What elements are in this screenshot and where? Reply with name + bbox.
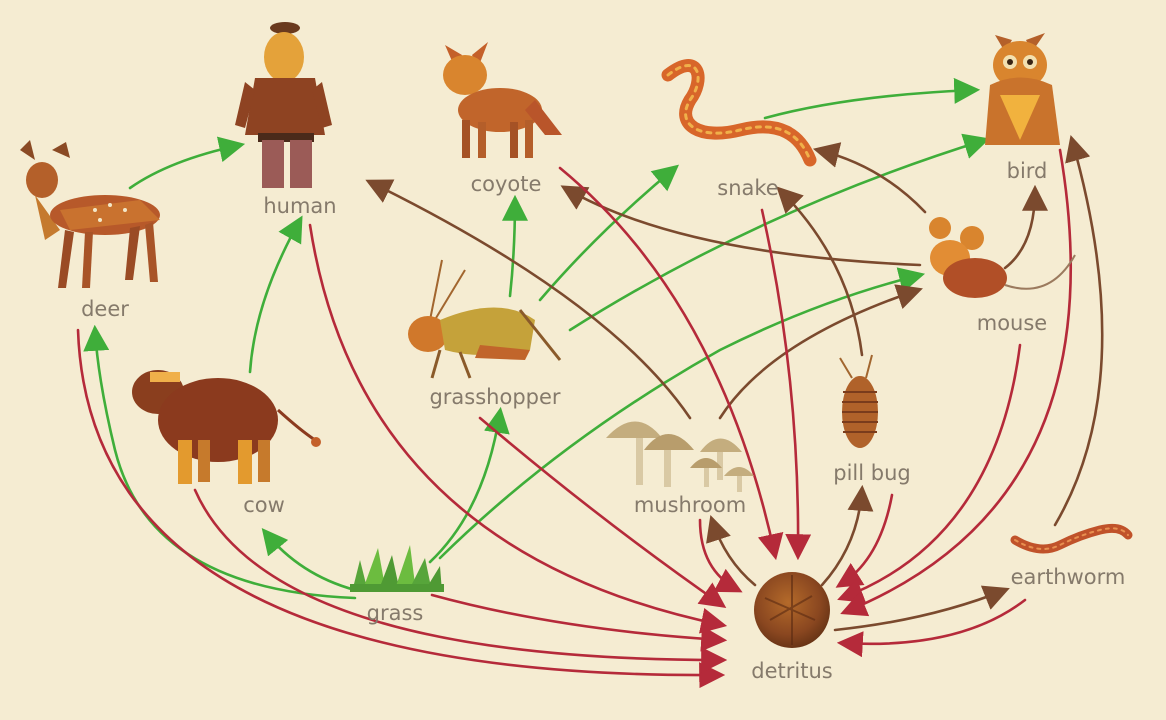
arrow-mushroom-to-detritus [698, 518, 743, 593]
label-grasshopper: grasshopper [429, 385, 560, 409]
label-cow: cow [243, 493, 285, 517]
mushroom-illustration [606, 421, 754, 492]
grasshopper-illustration [408, 259, 562, 379]
label-bird: bird [1007, 159, 1048, 183]
deer-illustration [20, 140, 160, 288]
arrow-detritus-to-pill-bug [820, 484, 874, 587]
arrow-grass-to-grasshopper [428, 406, 510, 564]
arrow-pill-bug-to-snake [776, 186, 864, 357]
arrow-grasshopper-to-coyote [501, 194, 528, 298]
earthworm-illustration [1010, 523, 1133, 554]
detritus-illustration [754, 572, 830, 648]
label-mouse: mouse [977, 311, 1047, 335]
arrow-grass-to-cow [261, 527, 357, 592]
arrow-grasshopper-to-detritus [478, 416, 727, 608]
label-mushroom: mushroom [634, 493, 746, 517]
coyote-illustration [443, 42, 562, 158]
arrow-snake-to-detritus [760, 208, 812, 561]
arrow-cow-to-detritus [193, 488, 728, 673]
arrow-grasshopper-to-snake [538, 164, 680, 302]
label-coyote: coyote [471, 172, 542, 196]
cow-illustration [132, 370, 321, 484]
label-snake: snake [717, 176, 778, 200]
human-illustration [235, 22, 332, 188]
arrow-detritus-to-earthworm [833, 585, 1010, 632]
arrow-mouse-to-bird [1003, 184, 1048, 270]
arrow-human-to-detritus [308, 223, 728, 634]
arrow-mouse-to-snake [812, 142, 927, 214]
arrow-grass-to-detritus [430, 593, 728, 652]
label-earthworm: earthworm [1011, 565, 1126, 589]
arrow-snake-to-bird [763, 77, 981, 120]
label-pill-bug: pill bug [833, 461, 910, 485]
arrow-mouse-to-detritus [837, 343, 1022, 603]
label-grass: grass [367, 601, 424, 625]
arrow-pill-bug-to-detritus [835, 493, 894, 588]
snake-illustration [661, 59, 817, 167]
arrow-grasshopper-to-bird [568, 133, 990, 332]
arrow-detritus-to-mushroom [706, 515, 757, 587]
label-human: human [263, 194, 336, 218]
arrows-layer [76, 77, 1104, 689]
arrow-cow-to-human [248, 215, 303, 374]
grass-illustration [350, 545, 444, 592]
arrow-mouse-to-coyote [560, 185, 922, 267]
arrow-earthworm-to-bird [1053, 134, 1104, 527]
arrow-deer-to-human [128, 136, 246, 190]
mouse-illustration [929, 217, 1076, 298]
arrow-grass-to-deer [83, 324, 357, 600]
bird-illustration [985, 33, 1060, 145]
label-deer: deer [81, 297, 129, 321]
arrow-deer-to-detritus [76, 328, 726, 689]
arrow-mushroom-to-mouse [718, 284, 923, 420]
arrow-mushroom-to-human [365, 179, 692, 420]
label-detritus: detritus [751, 659, 832, 683]
pill-bug-illustration [839, 354, 878, 448]
arrow-bird-to-detritus [840, 148, 1072, 617]
arrow-earthworm-to-detritus [836, 598, 1027, 658]
arrow-coyote-to-detritus [558, 166, 784, 561]
